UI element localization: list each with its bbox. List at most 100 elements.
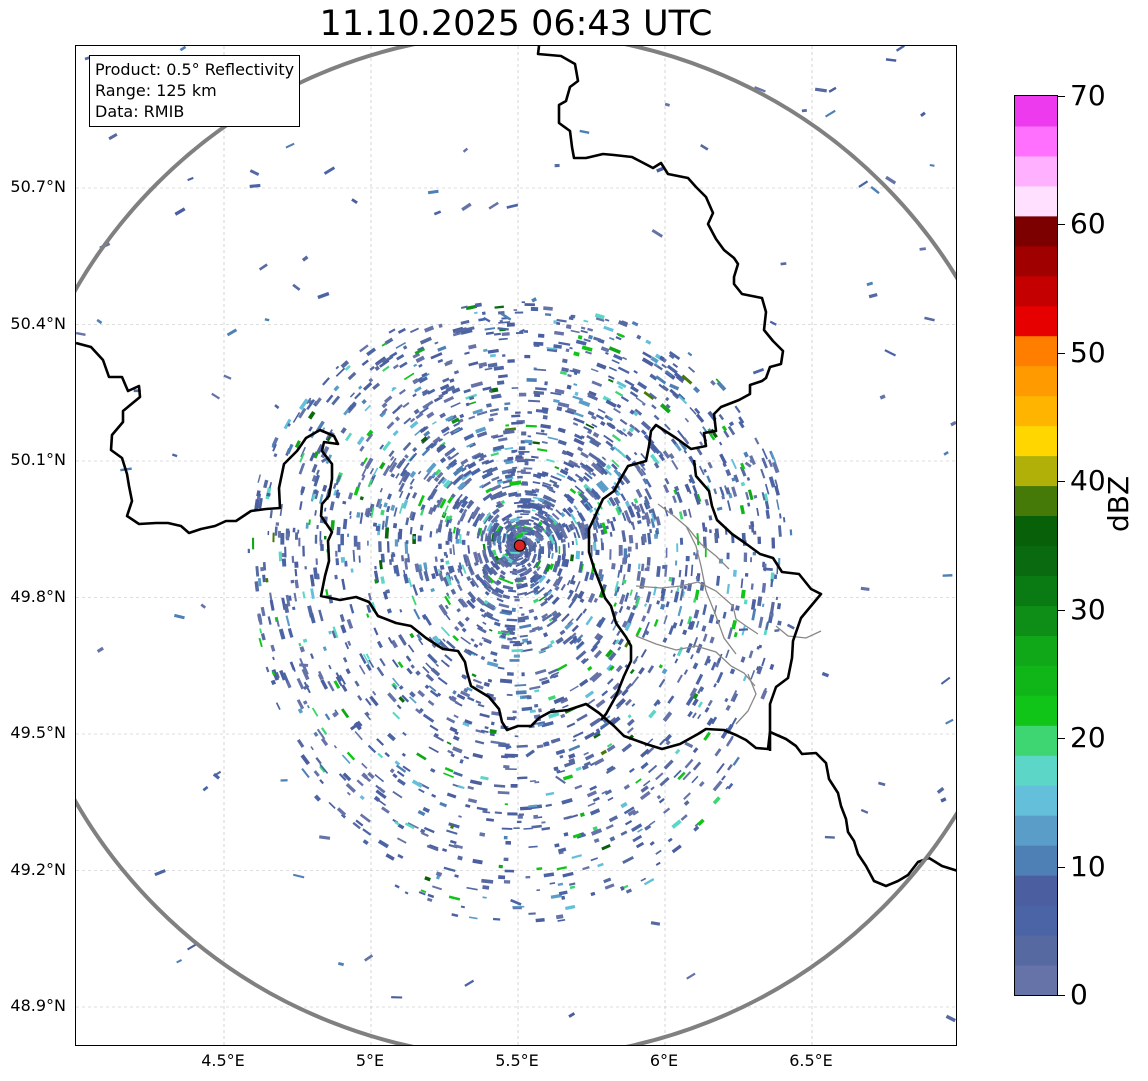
echo-cell <box>640 877 647 882</box>
echo-cell <box>580 329 588 334</box>
echo-cell <box>561 613 570 622</box>
echo-cell <box>695 413 705 423</box>
echo-cell <box>550 639 555 645</box>
echo-cell <box>419 524 424 531</box>
echo-cell <box>632 810 639 816</box>
echo-cell <box>716 762 725 774</box>
echo-cell <box>437 345 447 352</box>
echo-cell <box>424 616 432 626</box>
echo-cell <box>542 632 549 638</box>
echo-cell <box>416 633 423 641</box>
echo-cell <box>488 628 493 632</box>
echo-cell <box>319 763 329 774</box>
echo-cell <box>577 334 583 340</box>
echo-cell <box>644 824 652 831</box>
echo-cell <box>572 395 584 401</box>
echo-cell <box>740 656 746 663</box>
lat-tick-label: 50.4°N <box>10 313 66 333</box>
echo-cell <box>496 597 504 603</box>
echo-cell <box>658 678 666 688</box>
echo-cell <box>533 541 538 548</box>
echo-cell <box>520 498 532 502</box>
echo-cell <box>587 592 596 603</box>
echo-cell <box>543 306 553 311</box>
echo-cell <box>388 461 398 473</box>
echo-cell <box>605 351 609 355</box>
echo-cell <box>956 738 957 740</box>
echo-cell <box>352 549 356 562</box>
echo-cell <box>595 414 605 421</box>
echo-cell <box>659 603 666 610</box>
echo-cell <box>456 693 466 701</box>
echo-cell <box>704 546 707 558</box>
echo-cell <box>710 379 716 386</box>
echo-cell <box>397 853 404 859</box>
echo-cell <box>649 445 657 454</box>
echo-cell <box>407 577 413 588</box>
echo-cell <box>484 367 493 371</box>
echo-cell <box>572 738 577 742</box>
echo-cell <box>576 510 584 520</box>
echo-cell <box>571 368 581 374</box>
echo-cell <box>542 481 552 487</box>
echo-cell <box>287 627 294 638</box>
echo-cell <box>419 426 428 434</box>
country-border <box>536 46 785 721</box>
echo-cell <box>821 671 830 678</box>
admin-boundary <box>635 635 756 687</box>
echo-cell <box>465 304 478 311</box>
echo-cell <box>347 640 352 647</box>
echo-cell <box>637 381 648 390</box>
echo-cell <box>630 385 639 393</box>
echo-cell <box>573 417 585 424</box>
echo-cell <box>556 318 567 323</box>
echo-cell <box>597 862 604 868</box>
echo-cell <box>480 481 492 489</box>
echo-cell <box>533 344 540 348</box>
echo-cell <box>392 790 403 799</box>
echo-cell <box>860 586 870 591</box>
echo-cell <box>410 511 416 521</box>
echo-cell <box>417 470 422 475</box>
echo-cell <box>390 473 396 478</box>
echo-cell <box>652 586 657 596</box>
echo-cell <box>505 768 517 771</box>
echo-cell <box>426 897 433 903</box>
echo-cell <box>407 553 411 563</box>
echo-cell <box>565 348 570 353</box>
echo-cell <box>347 492 354 500</box>
echo-cell <box>420 889 427 894</box>
echo-cell <box>511 387 519 389</box>
colorbar-segment <box>1015 545 1057 576</box>
echo-cell <box>450 493 456 499</box>
echo-cell <box>479 608 484 613</box>
echo-cell <box>620 395 630 403</box>
echo-cell <box>559 527 568 540</box>
echo-cell <box>546 347 557 350</box>
echo-cell <box>342 772 352 782</box>
echo-cell <box>538 708 542 713</box>
echo-cell <box>553 344 562 349</box>
echo-cell <box>587 410 595 417</box>
echo-cell <box>464 719 473 725</box>
echo-cell <box>391 553 396 558</box>
echo-cell <box>556 769 566 774</box>
echo-cell <box>742 675 748 682</box>
echo-cell <box>728 421 735 427</box>
echo-cell <box>359 496 364 501</box>
product-label: Product: 0.5° Reflectivity <box>95 60 295 79</box>
echo-cell <box>575 339 587 346</box>
echo-cell <box>598 465 609 476</box>
echo-cell <box>558 341 571 346</box>
echo-cell <box>634 592 638 601</box>
echo-cell <box>501 827 513 830</box>
echo-cell <box>545 803 552 807</box>
echo-cell <box>462 147 469 153</box>
echo-cell <box>595 728 601 734</box>
echo-cell <box>573 411 584 418</box>
echo-cell <box>650 786 655 791</box>
echo-cell <box>575 766 582 772</box>
echo-cell <box>616 630 621 637</box>
echo-cell <box>599 420 606 427</box>
echo-cell <box>407 644 415 653</box>
